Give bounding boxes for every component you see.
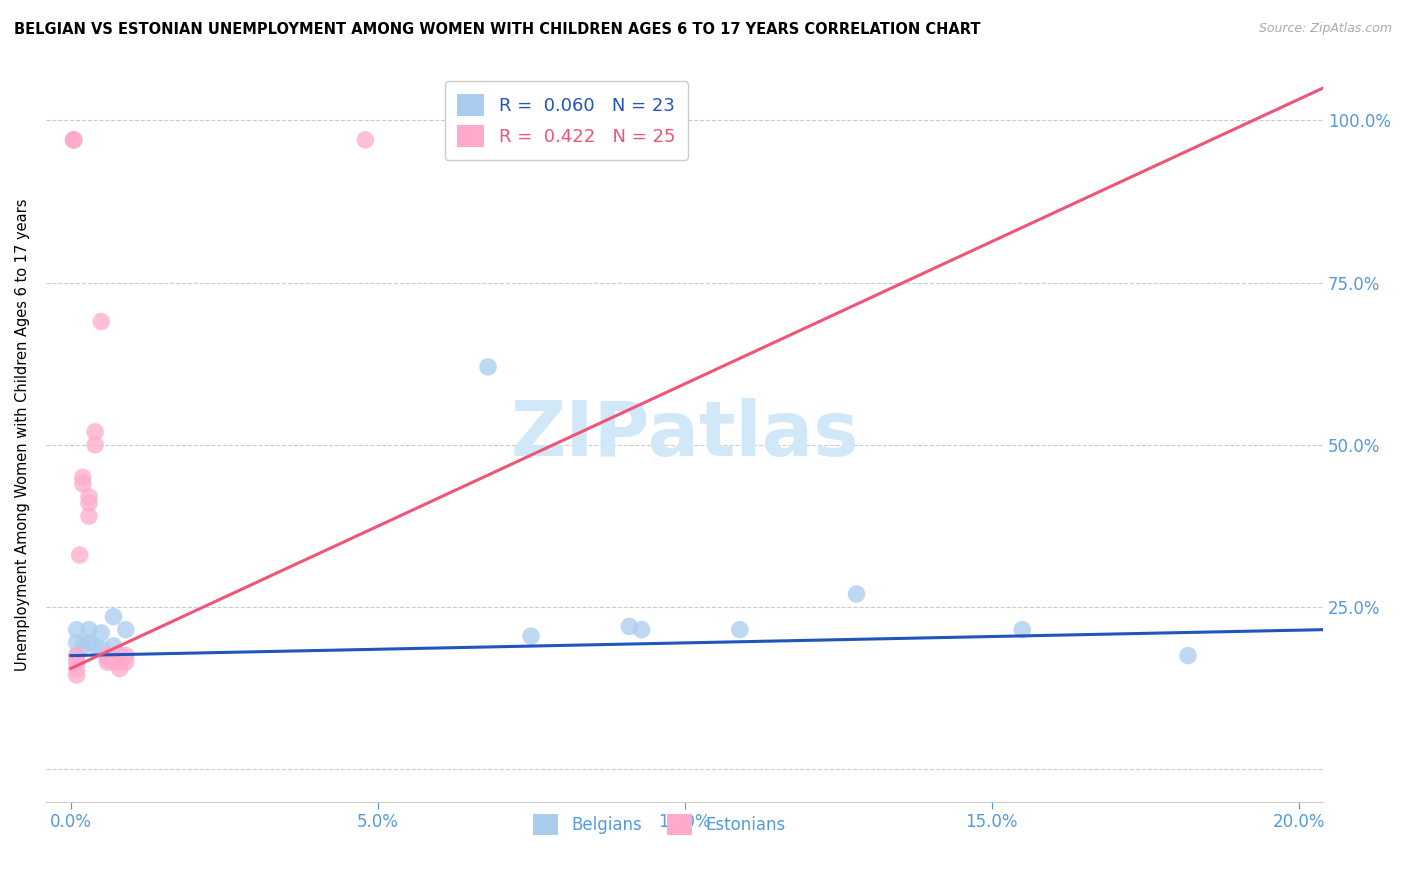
Point [84,438,107,452]
Point [728,623,751,637]
Point [66,648,89,663]
Point [103,639,125,653]
Point [354,133,377,147]
Point [114,655,136,669]
Point [90,314,112,328]
Point [62,133,84,147]
Point [1177,648,1199,663]
Point [62,133,84,147]
Point [77,490,100,504]
Point [114,648,136,663]
Point [69,548,91,562]
Point [103,609,125,624]
Point [108,655,131,669]
Point [66,662,89,676]
Point [477,359,499,374]
Point [66,623,89,637]
Text: Source: ZipAtlas.com: Source: ZipAtlas.com [1258,22,1392,36]
Point [84,425,107,439]
Point [1011,623,1033,637]
Point [520,629,543,643]
Point [103,655,125,669]
Point [66,635,89,649]
Y-axis label: Unemployment Among Women with Children Ages 6 to 17 years: Unemployment Among Women with Children A… [15,199,30,672]
Text: ZIPatlas: ZIPatlas [510,398,859,472]
Point [96,652,118,666]
Point [66,668,89,682]
Point [90,642,112,657]
Point [630,623,652,637]
Point [96,648,118,663]
Point [62,133,84,147]
Text: BELGIAN VS ESTONIAN UNEMPLOYMENT AMONG WOMEN WITH CHILDREN AGES 6 TO 17 YEARS CO: BELGIAN VS ESTONIAN UNEMPLOYMENT AMONG W… [14,22,980,37]
Point [96,655,118,669]
Point [845,587,868,601]
Point [90,626,112,640]
Point [84,639,107,653]
Point [72,470,94,484]
Point [66,648,89,663]
Point [114,623,136,637]
Point [66,655,89,669]
Point [77,496,100,510]
Point [72,476,94,491]
Legend: Belgians, Estonians: Belgians, Estonians [523,805,796,845]
Point [77,509,100,524]
Point [619,619,641,633]
Point [77,623,100,637]
Point [108,662,131,676]
Point [77,635,100,649]
Point [108,648,131,663]
Point [72,639,94,653]
